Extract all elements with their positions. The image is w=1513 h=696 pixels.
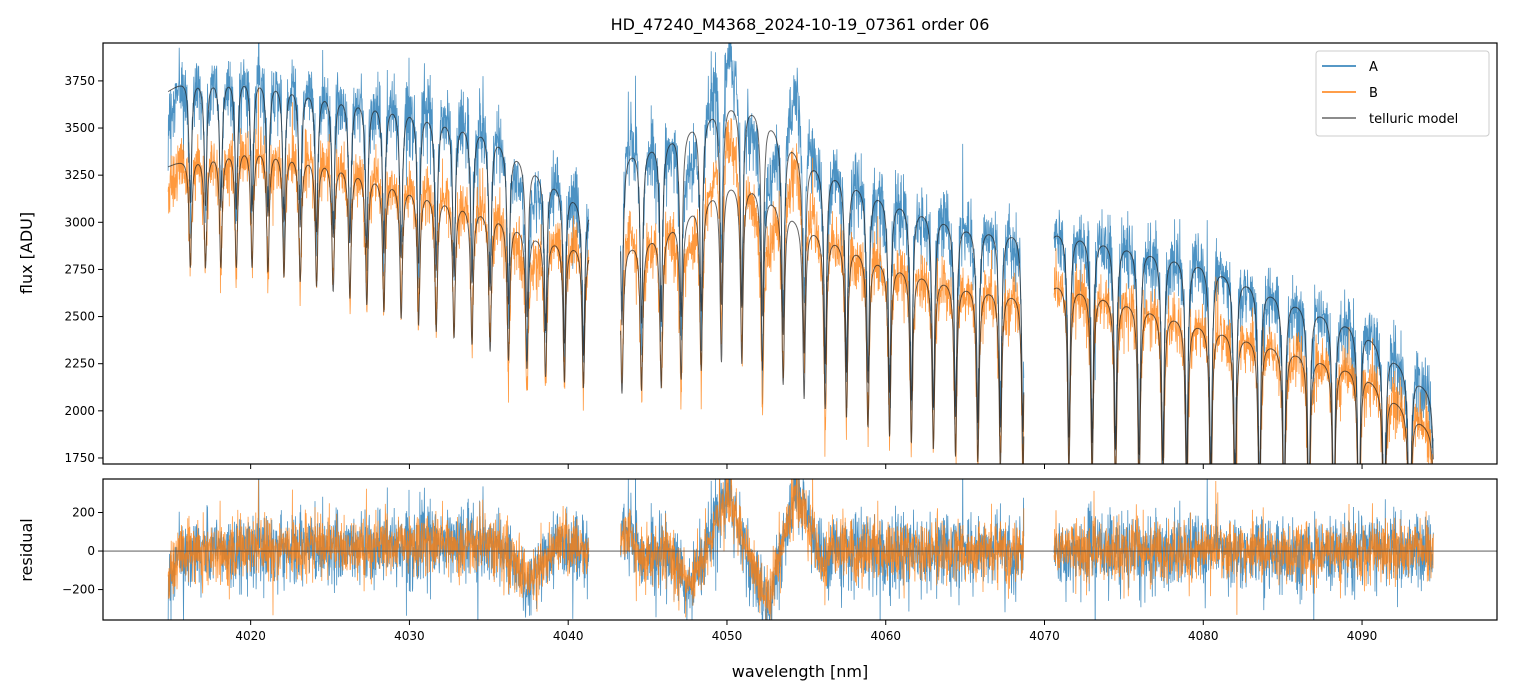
y-axis-label-flux: flux [ADU]	[17, 212, 36, 294]
legend-label-a: A	[1369, 60, 1378, 75]
y-tick-label: 1750	[64, 451, 95, 465]
telluric-model-b-segment-3	[1053, 287, 1433, 464]
y-tick-label: −200	[62, 583, 95, 597]
x-tick-label: 4030	[394, 629, 425, 643]
legend-label-b: B	[1369, 86, 1378, 101]
telluric-model-b-segment-2	[620, 189, 1025, 464]
telluric-model-a-segment-2	[620, 110, 1025, 432]
y-tick-label: 2250	[64, 357, 95, 371]
y-tick-label: 3250	[64, 168, 95, 182]
panel-frame-residual	[102, 478, 1498, 621]
y-axis-label-residual: residual	[17, 518, 36, 581]
y-tick-label: 2000	[64, 404, 95, 418]
x-tick-label: 4070	[1029, 629, 1060, 643]
y-tick-label: 2500	[64, 310, 95, 324]
y-tick-label: 200	[72, 506, 95, 520]
chart-title: HD_47240_M4368_2024-10-19_07361 order 06	[611, 15, 990, 35]
legend: A B telluric model	[1315, 50, 1490, 137]
panel-frame-flux	[102, 42, 1498, 465]
x-tick-label: 4050	[712, 629, 743, 643]
x-axis-label: wavelength [nm]	[732, 662, 869, 681]
flux-panel-series	[167, 43, 1434, 464]
series-b-segment-2	[620, 117, 1025, 464]
axes: 175020002250250027503000325035003750−200…	[62, 42, 1498, 643]
legend-box	[1315, 50, 1490, 137]
y-tick-label: 0	[87, 544, 95, 558]
telluric-model-a-segment-3	[1053, 235, 1434, 464]
residual-panel-series	[103, 479, 1497, 620]
y-tick-label: 3000	[64, 215, 95, 229]
residual-b-segment-3	[1053, 480, 1434, 615]
x-tick-label: 4090	[1347, 629, 1378, 643]
legend-label-telluric-model: telluric model	[1369, 112, 1458, 127]
y-tick-label: 2750	[64, 262, 95, 276]
residual-b-segment-2	[620, 479, 1025, 620]
x-tick-label: 4080	[1188, 629, 1219, 643]
x-tick-label: 4020	[235, 629, 266, 643]
x-tick-label: 4060	[870, 629, 901, 643]
x-tick-label: 4040	[553, 629, 584, 643]
y-tick-label: 3750	[64, 74, 95, 88]
telluric-model-a-segment-1	[167, 85, 590, 356]
telluric-model-b-segment-1	[167, 155, 590, 389]
y-tick-label: 3500	[64, 121, 95, 135]
